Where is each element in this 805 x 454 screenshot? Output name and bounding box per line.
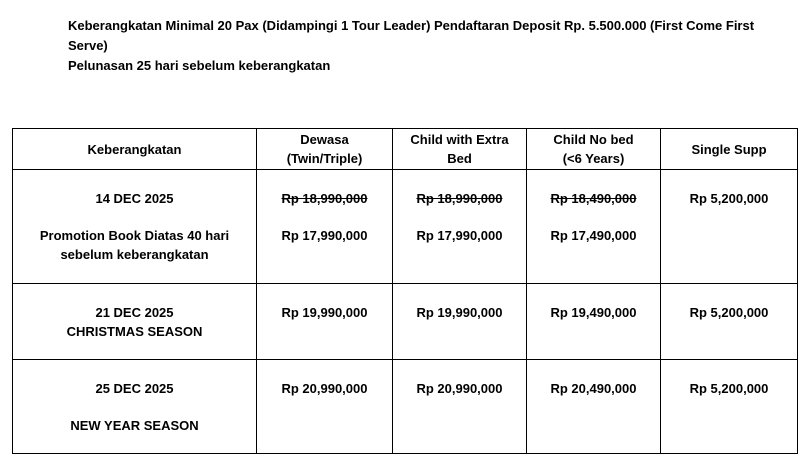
header-keberangkatan: Keberangkatan [12, 128, 257, 170]
intro-line-2: Pelunasan 25 hari sebelum keberangkatan [68, 58, 331, 73]
table-row: 25 DEC 2025 NEW YEAR SEASON Rp 20,990,000… [12, 359, 798, 454]
departure-cell: 21 DEC 2025 CHRISTMAS SEASON [12, 283, 257, 360]
price-cell: Rp 19,490,000 [526, 283, 661, 360]
price-cell: Rp 18,990,000 Rp 17,990,000 [256, 169, 393, 284]
departure-cell: 25 DEC 2025 NEW YEAR SEASON [12, 359, 257, 454]
price-table: Keberangkatan Dewasa (Twin/Triple) Child … [12, 128, 798, 454]
table-row: 21 DEC 2025 CHRISTMAS SEASON Rp 19,990,00… [12, 283, 798, 360]
table-row: 14 DEC 2025 Promotion Book Diatas 40 har… [12, 169, 798, 284]
intro-text: Keberangkatan Minimal 20 Pax (Didampingi… [68, 16, 768, 76]
price-cell: Rp 20,490,000 [526, 359, 661, 454]
single-supp-cell: Rp 5,200,000 [660, 359, 798, 454]
header-dewasa: Dewasa (Twin/Triple) [256, 128, 393, 170]
header-child-extra-bed: Child with Extra Bed [392, 128, 527, 170]
table-header-row: Keberangkatan Dewasa (Twin/Triple) Child … [12, 128, 798, 170]
header-child-no-bed: Child No bed (<6 Years) [526, 128, 661, 170]
price-cell: Rp 20,990,000 [392, 359, 527, 454]
price-cell: Rp 18,490,000 Rp 17,490,000 [526, 169, 661, 284]
price-cell: Rp 20,990,000 [256, 359, 393, 454]
header-single-supp: Single Supp [660, 128, 798, 170]
single-supp-cell: Rp 5,200,000 [660, 283, 798, 360]
departure-cell: 14 DEC 2025 Promotion Book Diatas 40 har… [12, 169, 257, 284]
price-cell: Rp 19,990,000 [256, 283, 393, 360]
intro-line-1: Keberangkatan Minimal 20 Pax (Didampingi… [68, 18, 755, 53]
price-cell: Rp 18,990,000 Rp 17,990,000 [392, 169, 527, 284]
price-cell: Rp 19,990,000 [392, 283, 527, 360]
single-supp-cell: Rp 5,200,000 [660, 169, 798, 284]
